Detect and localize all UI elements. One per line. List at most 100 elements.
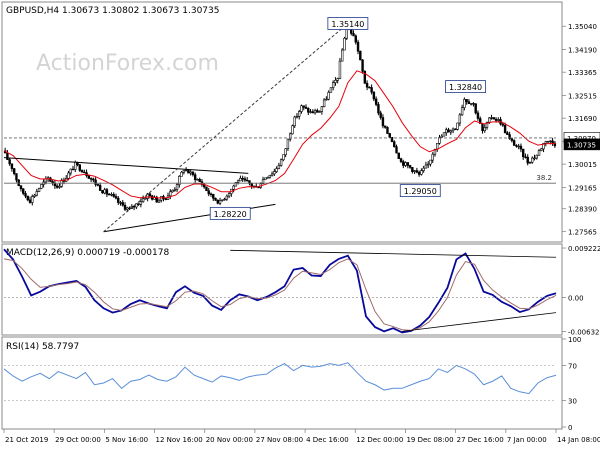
candle-body <box>433 148 437 155</box>
fibo-label: 38.2 <box>536 174 552 182</box>
candle-body <box>28 199 32 203</box>
rsi-tick-label: 0 <box>568 424 572 432</box>
candle-body <box>24 193 27 197</box>
candle-body <box>67 172 70 179</box>
candle-body <box>458 114 462 124</box>
candle-body <box>74 161 77 170</box>
time-tick-label: 14 Jan 08:00 <box>557 436 600 444</box>
candle-body <box>343 37 346 51</box>
candle-body <box>390 137 394 143</box>
candle-body <box>286 138 290 150</box>
candle-body <box>533 157 536 160</box>
candle-body <box>55 185 59 188</box>
candle-body <box>164 198 167 200</box>
candle-body <box>307 108 310 113</box>
candle-body <box>144 198 147 200</box>
candle-body <box>209 193 213 195</box>
candle-body <box>212 193 215 199</box>
ema-line <box>3 70 557 199</box>
candle-body <box>121 202 124 206</box>
candle-body <box>544 141 548 144</box>
candle-body <box>146 193 149 199</box>
candle-body <box>139 201 143 205</box>
rsi-line <box>3 362 557 395</box>
price-annotation-label: 1.28220 <box>214 210 247 219</box>
macd-series <box>3 248 557 334</box>
candle-body <box>377 104 380 114</box>
candle-body <box>69 168 72 174</box>
candle-body <box>107 193 111 196</box>
candle-body <box>182 170 186 173</box>
candle-body <box>338 60 342 79</box>
price-annotation-box <box>399 184 441 198</box>
candle-body <box>551 140 554 144</box>
candle-body <box>71 168 75 171</box>
candle-body <box>313 110 317 114</box>
candle-body <box>89 178 93 180</box>
candle-body <box>112 194 115 197</box>
candle-body <box>521 148 525 158</box>
candle-body <box>549 140 552 142</box>
time-tick-label: 4 Dec 16:00 <box>306 436 349 444</box>
time-tick-label: 19 Dec 08:00 <box>406 436 453 444</box>
candle-body <box>492 117 495 120</box>
time-tick-label: 21 Oct 2019 <box>5 436 48 444</box>
candle-body <box>119 202 122 204</box>
candle-body <box>83 171 86 174</box>
candle-body <box>528 162 532 164</box>
macd-title: MACD(12,26,9) 0.000719 -0.000178 <box>6 248 169 258</box>
candle-body <box>515 145 518 147</box>
candle-body <box>431 153 434 161</box>
candle-body <box>105 189 109 195</box>
candle-body <box>187 169 190 174</box>
price-tick-label: 1.30015 <box>568 161 597 169</box>
candle-body <box>270 173 274 176</box>
candle-body <box>404 162 407 166</box>
candle-body <box>268 174 272 178</box>
candle-body <box>288 133 292 140</box>
candle-body <box>98 185 102 191</box>
time-axis: 21 Oct 2019 29 Oct 00:00 5 Nov 16:00 12 Nov… <box>3 429 600 444</box>
candle-body <box>295 115 299 118</box>
candle-body <box>372 91 376 100</box>
candle-body <box>481 123 484 132</box>
candle-body <box>445 129 448 133</box>
candle-body <box>10 163 14 169</box>
candle-body <box>474 103 477 114</box>
candle-body <box>126 207 129 210</box>
candle-body <box>196 179 199 181</box>
candle-body <box>309 111 312 113</box>
candle-body <box>207 190 210 195</box>
candle-body <box>175 184 179 190</box>
candle-body <box>442 132 446 137</box>
candle-body <box>537 150 541 156</box>
candle-body <box>277 165 281 169</box>
candle-body <box>316 110 319 113</box>
rsi-title: RSI(14) 58.7797 <box>6 342 79 352</box>
candle-body <box>361 59 364 72</box>
candle-body <box>336 78 339 81</box>
candle-body <box>132 206 136 208</box>
candle-body <box>408 165 412 168</box>
candle-body <box>426 163 430 166</box>
candle-body <box>406 162 410 166</box>
candle-body <box>221 199 224 201</box>
price-tick-label: 1.29165 <box>568 184 597 192</box>
candle-body <box>485 121 489 128</box>
candle-body <box>510 138 514 141</box>
candle-body <box>87 175 91 179</box>
price-series: 38.2 1.35140 1.32840 1.29050 1.28220 <box>3 17 557 233</box>
candle-body <box>494 118 498 121</box>
candle-body <box>553 142 557 147</box>
candle-body <box>275 168 278 172</box>
time-tick-label: 20 Nov 00:00 <box>206 436 253 444</box>
candle-body <box>388 133 391 138</box>
candle-body <box>35 191 39 196</box>
macd-line <box>3 248 557 334</box>
candle-body <box>117 197 120 203</box>
candle-body <box>383 125 387 128</box>
candle-body <box>40 184 43 189</box>
